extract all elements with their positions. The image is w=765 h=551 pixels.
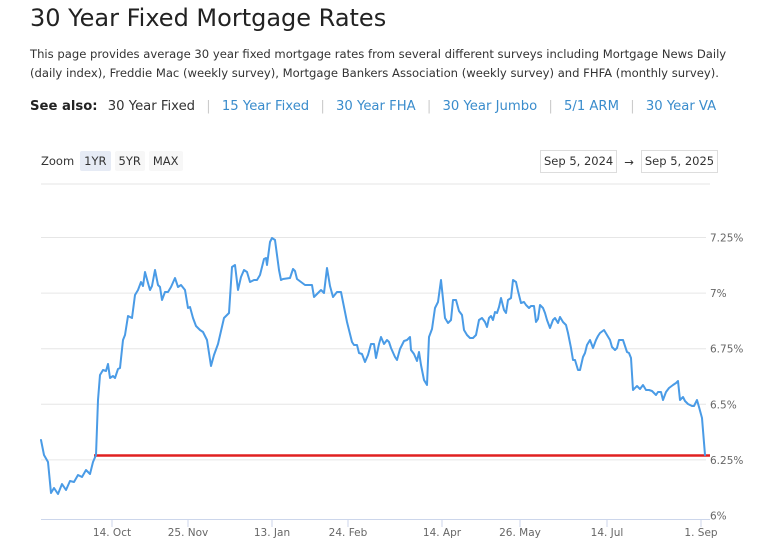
see-also-current: 30 Year Fixed (107, 99, 196, 114)
separator: | (426, 99, 432, 114)
y-tick-label: 6.5% (710, 399, 737, 411)
link-30-year-fha[interactable]: 30 Year FHA (336, 99, 416, 114)
page-title: 30 Year Fixed Mortgage Rates (30, 4, 387, 32)
x-tick-label: 26. May (499, 527, 541, 539)
zoom-max-button[interactable]: MAX (148, 151, 183, 171)
x-tick-label: 25. Nov (168, 527, 209, 539)
y-tick-label: 6% (710, 511, 727, 523)
zoom-5yr-button[interactable]: 5YR (114, 151, 145, 171)
separator: | (630, 99, 635, 114)
x-tick-label: 1. Sep (684, 527, 717, 539)
separator: | (548, 99, 553, 114)
x-tick-label: 14. Jul (591, 527, 624, 539)
x-tick-label: 13. Jan (254, 527, 290, 539)
separator: | (320, 99, 325, 114)
x-axis-ticks: 14. Oct 25. Nov 13. Jan 24. Feb 14. Apr 26. M… (93, 519, 718, 539)
y-tick-label: 6.25% (710, 455, 743, 467)
y-tick-label: 7% (710, 288, 727, 300)
see-also-nav: See also: 30 Year Fixed | 15 Year Fixed … (30, 99, 716, 114)
link-30-year-jumbo[interactable]: 30 Year Jumbo (442, 99, 538, 114)
zoom-bar: Zoom 1YR 5YR MAX (41, 151, 187, 171)
y-tick-label: 7.25% (710, 233, 743, 245)
date-range: Sep 5, 2024 → Sep 5, 2025 (540, 150, 719, 173)
x-tick-label: 14. Apr (423, 527, 462, 539)
rate-series-line[interactable] (40, 237, 706, 495)
y-tick-label: 6.75% (710, 344, 743, 356)
zoom-1yr-button[interactable]: 1YR (80, 151, 111, 171)
date-to-input[interactable]: Sep 5, 2025 (640, 150, 719, 173)
link-15-year-fixed[interactable]: 15 Year Fixed (221, 99, 310, 114)
y-axis-labels: 6% 6.25% 6.5% 6.75% 7% 7.25% (710, 233, 743, 523)
link-5-1-arm[interactable]: 5/1 ARM (564, 99, 619, 114)
link-30-year-va[interactable]: 30 Year VA (645, 99, 717, 114)
zoom-label: Zoom (41, 154, 75, 168)
x-tick-label: 24. Feb (329, 527, 368, 539)
see-also-label: See also: (30, 99, 98, 114)
date-from-input[interactable]: Sep 5, 2024 (540, 150, 618, 173)
page-intro: This page provides average 30 year fixed… (30, 47, 727, 80)
date-range-arrow: → (624, 154, 634, 169)
grid-lines (41, 237, 706, 461)
separator: | (206, 99, 211, 114)
x-tick-label: 14. Oct (93, 527, 131, 539)
